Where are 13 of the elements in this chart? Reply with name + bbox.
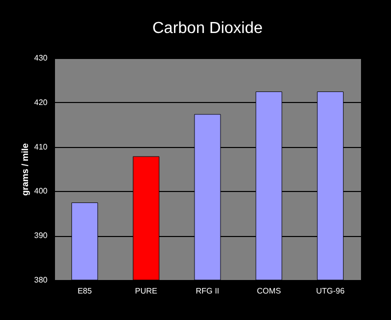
x-tick-label: UTG-96	[316, 286, 346, 296]
y-tick-label: 400	[34, 186, 48, 196]
x-tick-label: E85	[78, 286, 92, 296]
x-tick-label: PURE	[134, 286, 158, 296]
y-axis-title: grams / mile	[20, 143, 30, 196]
chart-title: Carbon Dioxide	[152, 20, 263, 37]
x-tick-label: COMS	[256, 286, 281, 296]
x-tick-label: RFG II	[196, 286, 220, 296]
y-tick-label: 420	[34, 98, 48, 107]
y-tick-label: 430	[34, 54, 48, 62]
y-tick-label: 410	[34, 142, 48, 152]
y-tick-label: 380	[34, 276, 48, 284]
y-tick-label: 390	[34, 231, 48, 240]
